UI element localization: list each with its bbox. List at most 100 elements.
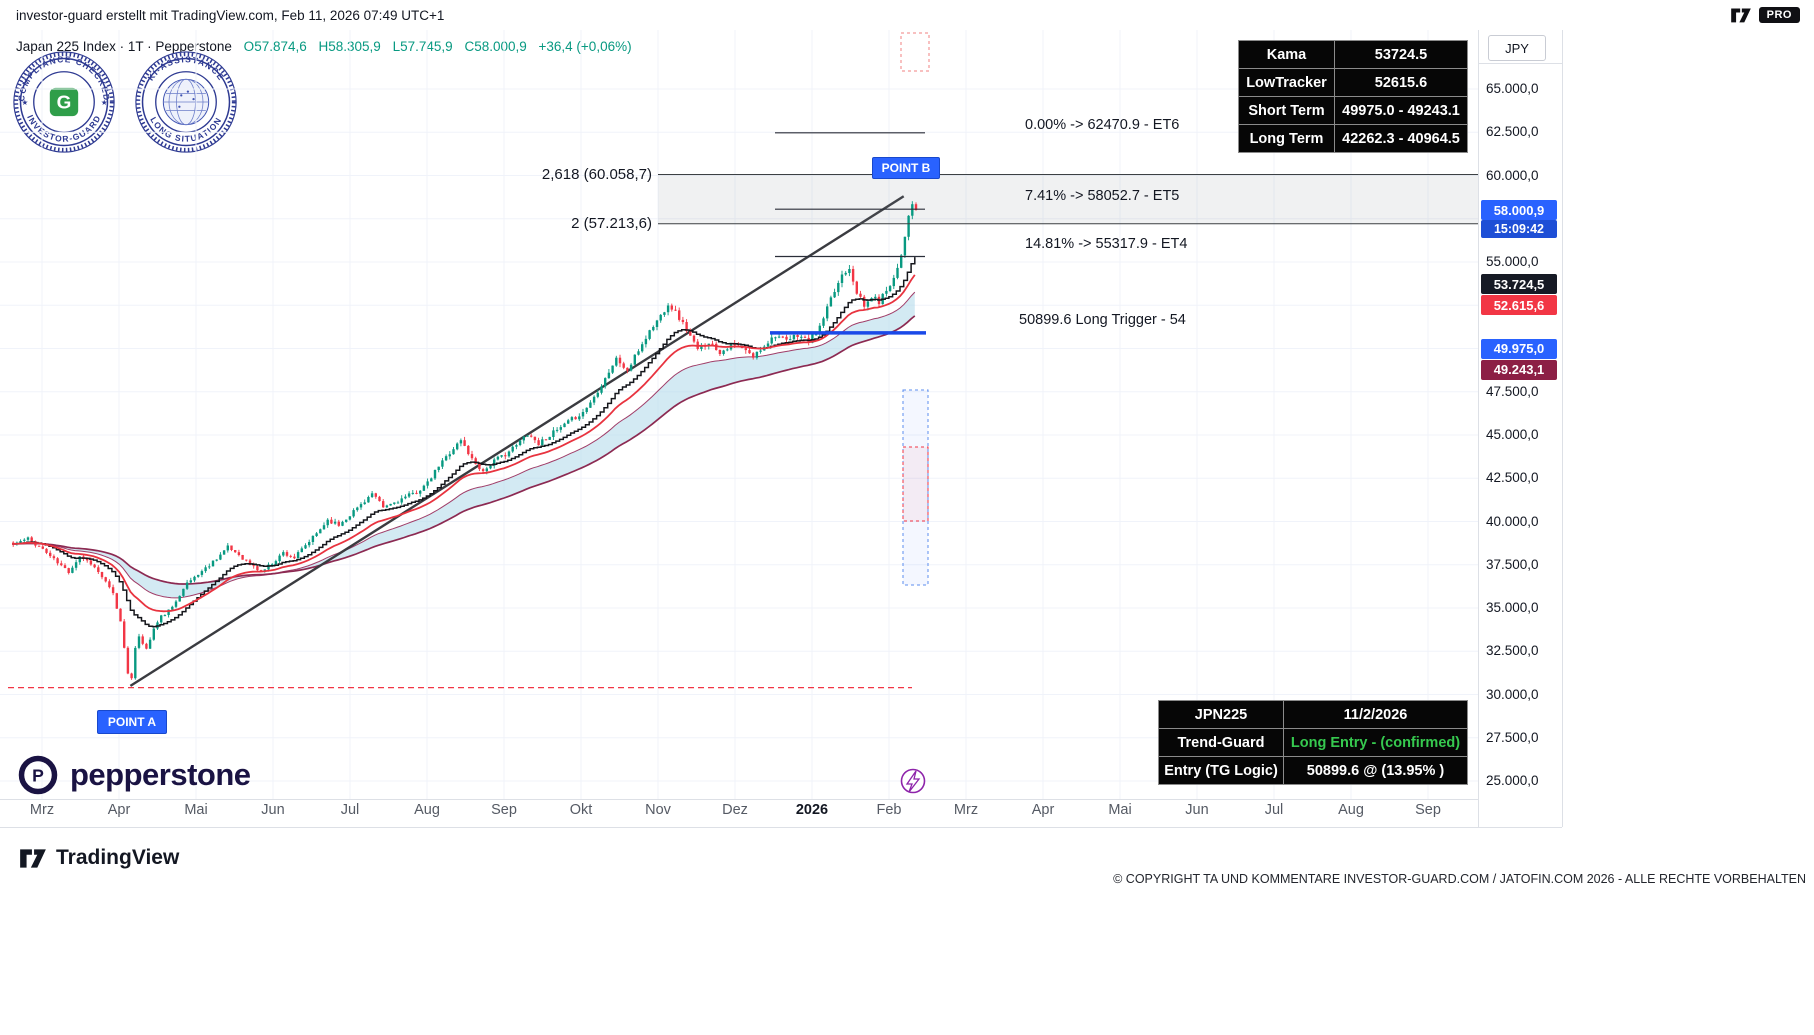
indicator-value: 42262.3 - 40964.5 xyxy=(1335,125,1467,152)
time-axis-label: Sep xyxy=(1415,802,1441,818)
price-axis-badge: 53.724,5 xyxy=(1481,274,1557,295)
time-axis-label: Aug xyxy=(1338,802,1364,818)
fib-zone xyxy=(658,174,1478,224)
time-axis-label: Feb xyxy=(876,802,902,818)
time-axis-label: Mrz xyxy=(29,802,55,818)
price-axis-tick: 30.000,0 xyxy=(1486,686,1539,702)
price-axis-tick: 65.000,0 xyxy=(1486,81,1539,96)
price-axis-tick: 55.000,0 xyxy=(1486,254,1539,269)
signal-table: JPN225 11/2/2026 Trend-Guard Long Entry … xyxy=(1158,700,1468,785)
price-axis-tick: 32.500,0 xyxy=(1486,643,1539,659)
time-axis-label: Nov xyxy=(645,802,671,818)
pepperstone-logo: P pepperstone xyxy=(16,753,251,797)
indicator-label: Short Term xyxy=(1239,97,1334,124)
signal-value: 11/2/2026 xyxy=(1284,701,1467,728)
globe-icon xyxy=(162,78,210,126)
time-axis-label: Jul xyxy=(340,802,360,818)
signal-value: 50899.6 @ (13.95% ) xyxy=(1284,757,1467,784)
price-axis-badge: 49.975,0 xyxy=(1481,338,1557,359)
price-change: +36,4 (+0,06%) xyxy=(538,39,632,54)
candles xyxy=(12,201,918,680)
signal-label: Entry (TG Logic) xyxy=(1159,757,1283,784)
price-axis-tick: 35.000,0 xyxy=(1486,600,1539,615)
ma-band-upper-line xyxy=(12,291,916,599)
indicator-value: 53724.5 xyxy=(1335,41,1467,68)
price-axis-badge: 52.615,6 xyxy=(1481,295,1557,316)
symbol-title[interactable]: Japan 225 Index · 1T · Pepperstone xyxy=(16,39,232,54)
price-axis-tick: 25.000,0 xyxy=(1486,773,1539,788)
time-axis-label: Apr xyxy=(1031,802,1055,818)
ohlc-open: O57.874,6 xyxy=(243,39,307,54)
currency-selector[interactable]: JPY xyxy=(1488,35,1546,61)
price-axis-tick: 47.500,0 xyxy=(1486,383,1539,399)
trend-line[interactable] xyxy=(129,195,905,687)
fast-ma-line xyxy=(11,274,916,613)
chart-outer-border xyxy=(0,827,1562,828)
time-axis-label: Sep xyxy=(491,802,517,818)
price-axis-tick: 60.000,0 xyxy=(1486,167,1539,183)
pro-badge: PRO xyxy=(1758,7,1800,23)
signal-label: Trend-Guard xyxy=(1159,729,1283,756)
tradingview-wordmark: TradingView xyxy=(56,846,180,869)
pepperstone-wordmark: pepperstone xyxy=(70,757,251,792)
indicator-table: Kama 53724.5 LowTracker 52615.6 Short Te… xyxy=(1238,40,1468,153)
time-axis-label: Apr xyxy=(107,802,131,818)
indicator-value: 52615.6 xyxy=(1335,69,1467,96)
time-axis-label: Dez xyxy=(722,802,748,818)
time-axis-label: Mai xyxy=(1108,802,1132,818)
indicator-value: 49975.0 - 49243.1 xyxy=(1335,97,1467,124)
annotation-et6[interactable]: 0.00% -> 62470.9 - ET6 xyxy=(1025,117,1180,133)
tradingview-logo-icon xyxy=(20,849,46,868)
time-axis-label: Jul xyxy=(1264,802,1284,818)
ohlc-high: H58.305,9 xyxy=(318,39,381,54)
pepperstone-logo-icon: P xyxy=(18,755,58,795)
tradingview-pro-logo: PRO xyxy=(1728,6,1800,24)
bar-countdown-timer: 15:09:42 xyxy=(1481,220,1557,239)
time-axis[interactable]: Mrz Apr Mai Jun Jul Aug Sep Okt Nov Dez 2026 Feb Mrz… xyxy=(0,802,1478,824)
price-axis-tick: 27.500,0 xyxy=(1486,729,1539,745)
indicator-label: Kama xyxy=(1239,41,1334,68)
projection-box[interactable] xyxy=(902,389,929,586)
attribution-text: investor-guard erstellt mit TradingView.… xyxy=(16,8,445,23)
signal-long-entry: Long Entry - (confirmed) xyxy=(1284,729,1467,756)
lightning-icon[interactable] xyxy=(900,768,926,794)
price-axis-tick: 40.000,0 xyxy=(1486,513,1539,529)
price-chart[interactable] xyxy=(0,30,1478,799)
signal-label: JPN225 xyxy=(1159,701,1283,728)
fib-level-label-2[interactable]: 2 (57.213,6) xyxy=(571,215,652,232)
fib-level-label-2618[interactable]: 2,618 (60.058,7) xyxy=(541,166,652,183)
tradingview-footer-logo[interactable]: TradingView xyxy=(18,846,179,870)
indicator-label: LowTracker xyxy=(1239,69,1334,96)
point-b-label[interactable]: POINT B xyxy=(872,157,940,179)
time-axis-label: Aug xyxy=(414,802,440,818)
price-axis[interactable]: JPY 65.000,0 62.500,0 60.000,0 55.000,0 47.5… xyxy=(1478,30,1563,827)
time-axis-label: Mrz xyxy=(953,802,979,818)
time-axis-label: Mai xyxy=(184,802,208,818)
time-axis-label: Jun xyxy=(1185,802,1209,818)
point-a-label[interactable]: POINT A xyxy=(97,710,167,734)
ma-band xyxy=(12,292,915,598)
price-axis-badge: 49.243,1 xyxy=(1481,359,1557,380)
pane-bottom-border xyxy=(0,799,1562,800)
price-axis-badge: 58.000,9 xyxy=(1481,200,1557,221)
copyright-text: © COPYRIGHT TA UND KOMMENTARE INVESTOR-G… xyxy=(1113,872,1806,886)
ki-assistance-stamp: KI-ASSISTANCE LONG SITUATION xyxy=(135,51,237,153)
price-axis-tick: 62.500,0 xyxy=(1486,124,1539,140)
investor-guard-logo-icon xyxy=(49,87,79,117)
price-axis-tick: 42.500,0 xyxy=(1486,470,1539,486)
indicator-label: Long Term xyxy=(1239,125,1334,152)
annotation-et5[interactable]: 7.41% -> 58052.7 - ET5 xyxy=(1025,188,1180,204)
projection-stop-box[interactable] xyxy=(902,446,929,522)
target-box-top[interactable] xyxy=(900,32,930,72)
annotation-et4[interactable]: 14.81% -> 55317.9 - ET4 xyxy=(1025,236,1188,252)
svg-text:G: G xyxy=(57,93,72,114)
axis-separator xyxy=(1479,63,1562,64)
compliance-checked-stamp: COMPLIANCE CHECKED INVESTOR-GUARD ★ ★ G xyxy=(13,51,115,153)
symbol-info-line[interactable]: Japan 225 Index · 1T · Pepperstone O57.8… xyxy=(16,39,632,54)
annotation-long-trigger[interactable]: 50899.6 Long Trigger - 54 xyxy=(1019,312,1186,328)
star-icon: ★ xyxy=(101,98,108,107)
price-axis-tick: 45.000,0 xyxy=(1486,427,1539,442)
ohlc-low: L57.745,9 xyxy=(392,39,453,54)
star-icon: ★ xyxy=(21,98,28,107)
